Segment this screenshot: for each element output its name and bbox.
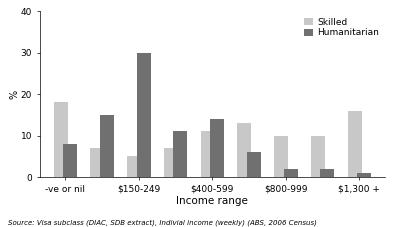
Bar [173,131,187,177]
Bar [100,115,114,177]
Bar [54,103,67,177]
Bar [348,111,362,177]
Bar [237,123,251,177]
Legend: Skilled, Humanitarian: Skilled, Humanitarian [303,16,381,39]
Bar [210,119,224,177]
Bar [63,144,77,177]
X-axis label: Income range: Income range [176,197,249,207]
Y-axis label: %: % [9,90,19,99]
Bar [200,131,215,177]
Bar [127,156,141,177]
Bar [274,136,288,177]
Bar [284,169,298,177]
Bar [91,148,104,177]
Bar [164,148,178,177]
Bar [311,136,325,177]
Bar [247,152,261,177]
Text: Source: Visa subclass (DIAC, SDB extract), Indivial income (weekly) (ABS, 2006 C: Source: Visa subclass (DIAC, SDB extract… [8,219,317,226]
Bar [137,53,151,177]
Bar [320,169,334,177]
Bar [357,173,371,177]
